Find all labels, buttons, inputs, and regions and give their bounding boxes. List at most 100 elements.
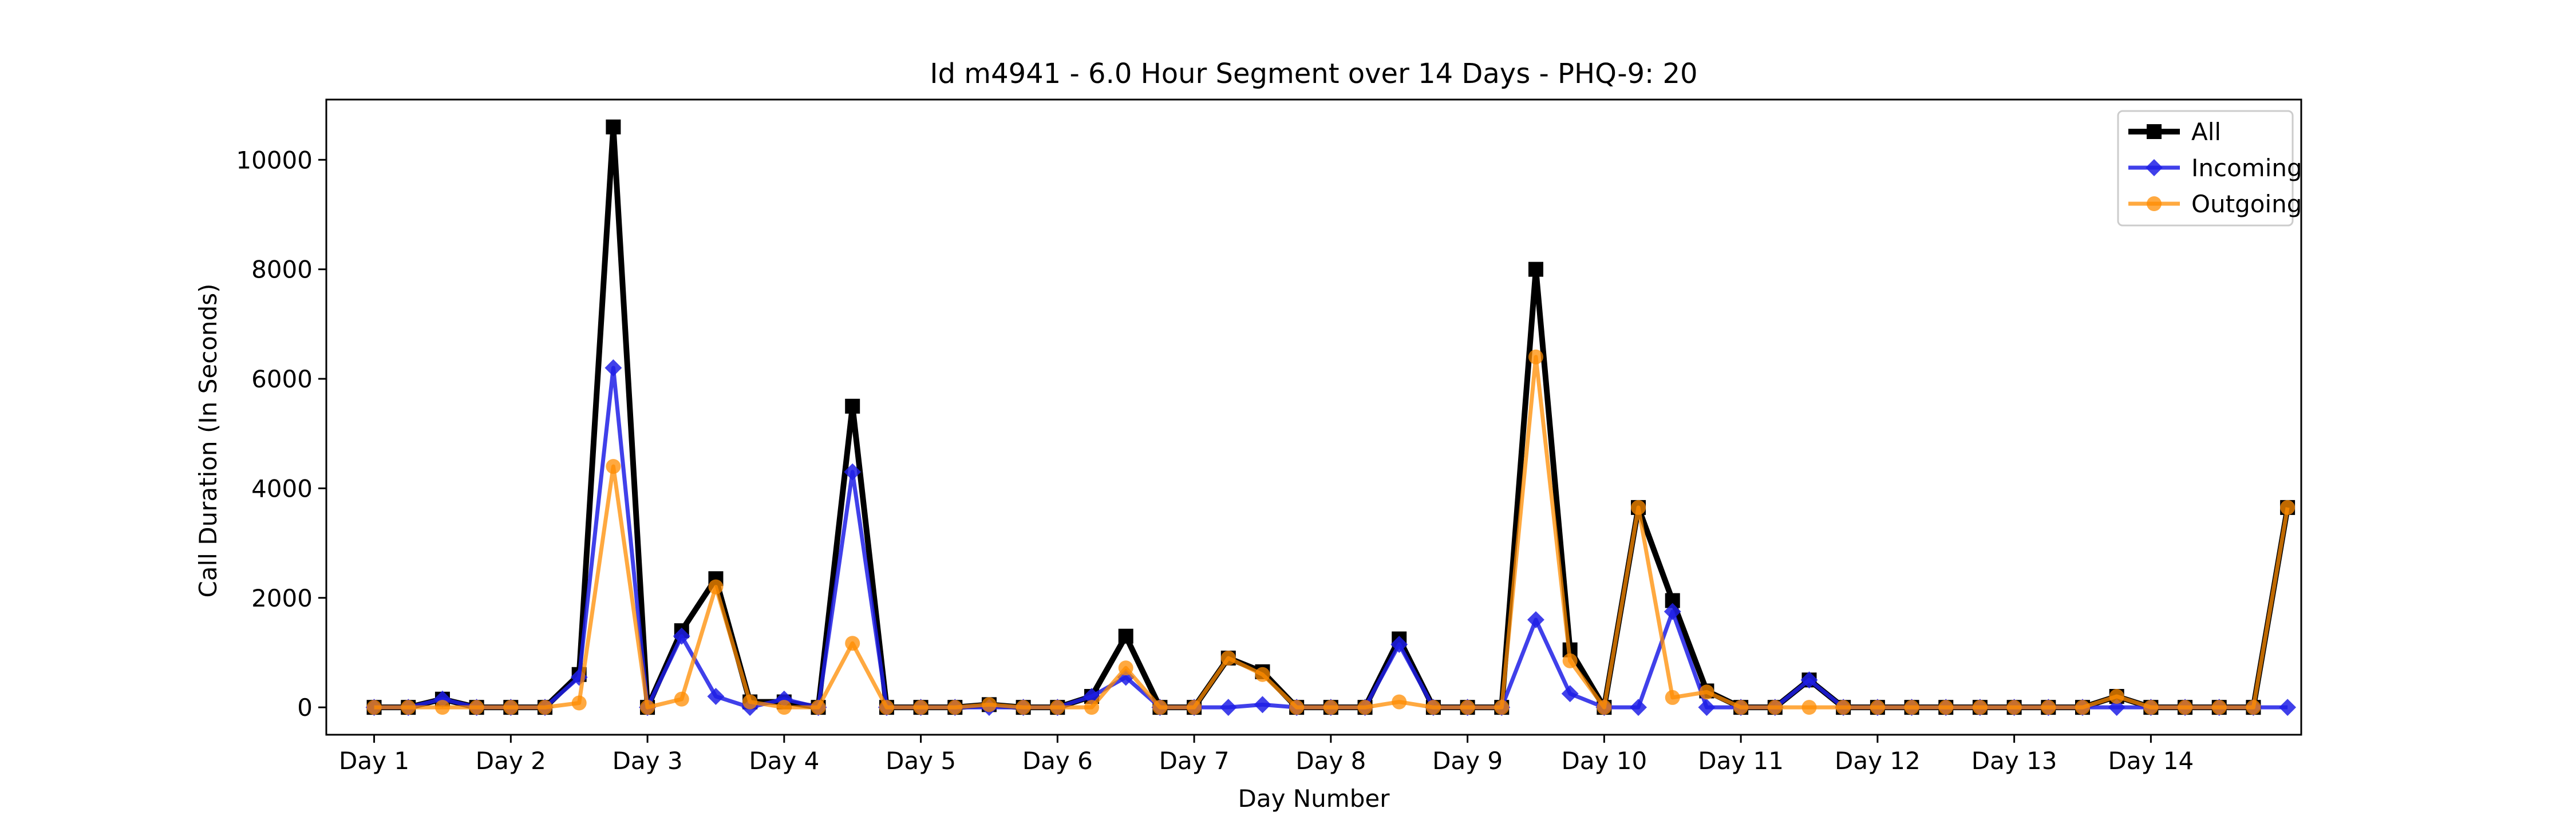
data-point-outgoing [1425, 700, 1441, 715]
x-axis-label: Day Number [1238, 785, 1390, 813]
y-tick-label: 0 [297, 694, 313, 722]
data-point-incoming [605, 359, 622, 377]
y-axis-label: Call Duration (In Seconds) [194, 283, 222, 597]
data-point-incoming [1698, 699, 1716, 716]
data-point-incoming [707, 688, 725, 705]
data-point-outgoing [913, 700, 929, 715]
x-tick-label: Day 9 [1432, 747, 1503, 775]
data-point-incoming [1561, 685, 1579, 703]
data-point-outgoing [2006, 700, 2022, 715]
data-point-outgoing [1220, 651, 1236, 666]
data-point-all [1528, 262, 1543, 277]
data-point-outgoing [1460, 700, 1475, 715]
legend-marker-incoming [2146, 159, 2163, 176]
data-point-outgoing [1084, 700, 1100, 715]
y-tick-label: 6000 [251, 365, 313, 393]
y-tick-label: 10000 [236, 146, 313, 174]
data-point-outgoing [708, 579, 724, 595]
data-point-outgoing [1699, 684, 1714, 700]
data-point-incoming [1630, 699, 1647, 716]
data-point-outgoing [2075, 700, 2090, 715]
data-point-incoming [1527, 611, 1544, 629]
data-point-outgoing [981, 697, 997, 712]
data-point-outgoing [1016, 700, 1031, 715]
data-point-outgoing [811, 700, 826, 715]
x-tick-label: Day 13 [1971, 747, 2057, 775]
data-point-outgoing [1050, 700, 1065, 715]
y-tick-label: 2000 [251, 584, 313, 612]
data-point-outgoing [1323, 700, 1338, 715]
data-point-outgoing [1528, 349, 1543, 365]
legend-label-incoming: Incoming [2191, 154, 2302, 182]
data-point-outgoing [469, 700, 484, 715]
x-tick-label: Day 1 [339, 747, 409, 775]
data-point-outgoing [434, 700, 450, 715]
x-tick-label: Day 11 [1698, 747, 1784, 775]
data-point-incoming [844, 463, 862, 481]
x-tick-label: Day 14 [2108, 747, 2194, 775]
data-point-incoming [1117, 668, 1135, 686]
data-point-outgoing [1118, 660, 1133, 676]
data-point-outgoing [2280, 500, 2296, 515]
data-point-outgoing [1152, 700, 1168, 715]
legend-marker-outgoing [2147, 196, 2162, 211]
data-point-outgoing [1767, 700, 1783, 715]
data-point-outgoing [571, 695, 587, 711]
data-point-outgoing [2109, 689, 2124, 704]
data-point-incoming [673, 627, 690, 645]
data-point-outgoing [1733, 700, 1749, 715]
data-point-outgoing [1938, 700, 1954, 715]
data-point-outgoing [1836, 700, 1851, 715]
data-point-outgoing [1665, 690, 1680, 705]
data-point-outgoing [538, 700, 553, 715]
data-point-outgoing [1597, 700, 1612, 715]
data-point-outgoing [1972, 700, 1988, 715]
data-point-all [845, 398, 860, 414]
data-point-incoming [1390, 636, 1408, 653]
legend-label-outgoing: Outgoing [2191, 190, 2302, 218]
data-point-outgoing [1562, 653, 1578, 668]
x-tick-label: Day 12 [1835, 747, 1921, 775]
legend-box [2117, 110, 2294, 227]
data-point-outgoing [366, 700, 382, 715]
legend: All Incoming Outgoing [2117, 110, 2302, 227]
data-point-outgoing [2246, 700, 2261, 715]
data-point-incoming [1800, 671, 1818, 689]
data-point-outgoing [947, 700, 963, 715]
data-point-outgoing [640, 700, 655, 715]
x-tick-label: Day 7 [1159, 747, 1230, 775]
x-tick-label: Day 6 [1022, 747, 1093, 775]
data-point-incoming [1254, 696, 1271, 714]
data-point-outgoing [1289, 700, 1305, 715]
data-point-all [1118, 628, 1133, 644]
data-point-all [606, 119, 621, 134]
x-tick-label: Day 2 [476, 747, 546, 775]
series-outgoing [366, 349, 2296, 715]
x-tick-label: Day 4 [749, 747, 819, 775]
plot-series [365, 119, 2297, 716]
chart-title: Id m4941 - 6.0 Hour Segment over 14 Days… [930, 58, 1697, 90]
legend-label-all: All [2191, 118, 2221, 146]
data-point-outgoing [606, 459, 621, 474]
data-point-outgoing [674, 691, 689, 707]
x-tick-label: Day 10 [1561, 747, 1647, 775]
y-tick-label: 4000 [251, 474, 313, 502]
legend-marker-all [2147, 124, 2162, 139]
data-point-outgoing [1187, 700, 1202, 715]
data-point-outgoing [1801, 700, 1817, 715]
data-point-outgoing [2178, 700, 2193, 715]
plot-frame [325, 98, 2302, 736]
data-point-outgoing [401, 700, 416, 715]
data-point-outgoing [2143, 700, 2159, 715]
data-point-outgoing [1870, 700, 1885, 715]
data-point-outgoing [1392, 694, 1407, 710]
data-point-incoming [1664, 603, 1681, 620]
x-axis-ticks: Day 1 Day 2 Day 3 Day 4 Day 5 Day 6 Day 7 Day 8… [339, 735, 2194, 775]
data-point-incoming [1219, 699, 1237, 716]
data-point-outgoing [742, 694, 758, 710]
data-point-outgoing [776, 700, 792, 715]
data-point-incoming [1083, 688, 1100, 705]
data-point-incoming [570, 668, 588, 686]
x-tick-label: Day 3 [613, 747, 683, 775]
